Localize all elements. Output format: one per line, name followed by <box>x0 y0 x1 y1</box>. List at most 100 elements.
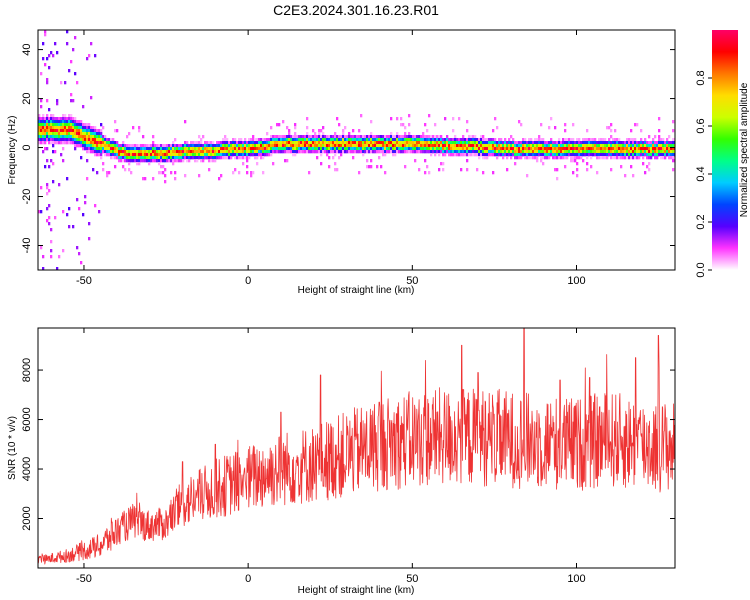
heatmap-cell <box>184 120 187 124</box>
heatmap-cell <box>614 150 617 154</box>
heatmap-cell <box>608 138 611 142</box>
heatmap-cell <box>600 156 603 160</box>
heatmap-cell <box>72 132 75 136</box>
heatmap-cell <box>412 150 415 154</box>
heatmap-cell <box>100 135 103 139</box>
heatmap-cell <box>644 147 647 151</box>
heatmap-cell <box>480 150 483 154</box>
heatmap-cell <box>44 123 47 127</box>
heatmap-cell <box>222 153 225 157</box>
heatmap-cell <box>570 159 573 163</box>
heatmap-cell <box>554 141 557 145</box>
heatmap-cell <box>124 159 127 163</box>
heatmap-cell <box>424 138 427 142</box>
heatmap-cell <box>40 135 43 139</box>
heatmap-cell <box>294 141 297 145</box>
heatmap-cell <box>266 138 269 142</box>
heatmap-cell <box>408 147 411 151</box>
heatmap-cell <box>592 150 595 154</box>
heatmap-cell <box>166 150 169 154</box>
heatmap-cell <box>426 150 429 154</box>
heatmap-cell <box>80 156 83 160</box>
heatmap-cell <box>328 138 331 142</box>
heatmap-cell <box>664 144 667 148</box>
heatmap-cell <box>158 156 161 160</box>
heatmap-cell <box>342 144 345 148</box>
heatmap-cell <box>124 147 127 151</box>
heatmap-cell <box>510 150 513 154</box>
heatmap-cell <box>342 150 345 154</box>
heatmap-cell <box>442 141 445 145</box>
heatmap-cell <box>94 204 97 208</box>
heatmap-cell <box>408 123 411 127</box>
heatmap-cell <box>570 150 573 154</box>
heatmap-cell <box>256 147 259 151</box>
heatmap-cell <box>52 162 55 166</box>
heatmap-cell <box>528 144 531 148</box>
heatmap-cell <box>654 150 657 154</box>
heatmap-cell <box>70 135 73 139</box>
heatmap-cell <box>606 153 609 157</box>
heatmap-cell <box>656 150 659 154</box>
heatmap-cell <box>518 141 521 145</box>
heatmap-cell <box>348 141 351 145</box>
heatmap-cell <box>320 141 323 145</box>
heatmap-cell <box>486 144 489 148</box>
heatmap-cell <box>362 135 365 139</box>
heatmap-cell <box>224 153 227 157</box>
heatmap-cell <box>168 150 171 154</box>
heatmap-cell <box>408 141 411 145</box>
heatmap-cell <box>218 177 221 181</box>
heatmap-cell <box>642 156 645 160</box>
heatmap-cell <box>200 147 203 151</box>
heatmap-cell <box>584 150 587 154</box>
heatmap-cell <box>570 138 573 142</box>
heatmap-cell <box>406 135 409 139</box>
heatmap-cell <box>504 144 507 148</box>
heatmap-cell <box>318 138 321 142</box>
heatmap-cell <box>618 153 621 157</box>
heatmap-cell <box>182 144 185 148</box>
heatmap-cell <box>458 153 461 157</box>
heatmap-cell <box>210 156 213 160</box>
heatmap-cell <box>556 168 559 172</box>
heatmap-cell <box>100 153 103 157</box>
heatmap-cell <box>386 135 389 139</box>
heatmap-cell <box>548 153 551 157</box>
heatmap-cell <box>138 150 141 154</box>
heatmap-cell <box>220 141 223 145</box>
heatmap-cell <box>112 147 115 151</box>
heatmap-cell <box>46 207 49 211</box>
heatmap-cell <box>104 147 107 151</box>
heatmap-cell <box>184 156 187 160</box>
heatmap-cell <box>152 150 155 154</box>
heatmap-cell <box>596 171 599 175</box>
heatmap-cell <box>586 153 589 157</box>
heatmap-cell <box>564 141 567 145</box>
heatmap-cell <box>270 135 273 139</box>
heatmap-cell <box>206 144 209 148</box>
heatmap-cell <box>310 138 313 142</box>
heatmap-cell <box>246 144 249 148</box>
heatmap-cell <box>474 135 477 139</box>
heatmap-cell <box>104 141 107 145</box>
heatmap-cell <box>668 153 671 157</box>
heatmap-cell <box>236 153 239 157</box>
heatmap-cell <box>438 153 441 157</box>
heatmap-cell <box>436 144 439 148</box>
heatmap-cell <box>332 138 335 142</box>
heatmap-cell <box>254 138 257 142</box>
heatmap-cell <box>192 147 195 151</box>
heatmap-cell <box>480 141 483 145</box>
heatmap-cell <box>544 150 547 154</box>
heatmap-cell <box>450 144 453 148</box>
heatmap-cell <box>672 144 675 148</box>
heatmap-cell <box>558 138 561 142</box>
heatmap-cell <box>66 132 69 136</box>
heatmap-cell <box>178 156 181 160</box>
heatmap-cell <box>632 138 635 142</box>
heatmap-cell <box>388 138 391 142</box>
heatmap-cell <box>206 150 209 154</box>
heatmap-cell <box>584 138 587 142</box>
heatmap-cell <box>394 150 397 154</box>
